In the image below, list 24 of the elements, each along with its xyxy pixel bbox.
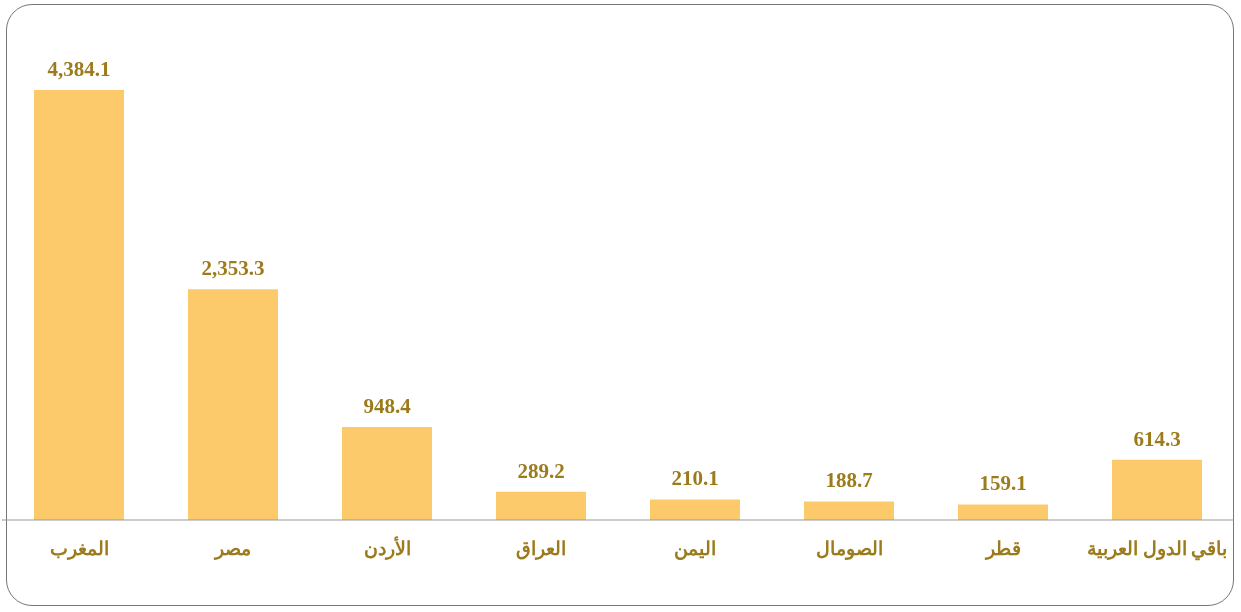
x-tick-label: اليمن [674, 538, 716, 561]
x-tick-label: مصر [213, 538, 251, 561]
data-label: 210.1 [671, 466, 719, 491]
data-label: 159.1 [979, 471, 1027, 496]
x-tick-label: الصومال [815, 538, 883, 561]
x-tick-label: قطر [983, 538, 1021, 561]
bar [1112, 459, 1202, 520]
data-label: 948.4 [363, 393, 412, 418]
x-tick-label: الأردن [363, 536, 411, 561]
x-tick-label: المغرب [49, 538, 109, 561]
data-label: 289.2 [517, 458, 565, 483]
bar [650, 499, 740, 520]
data-label: 188.7 [825, 468, 873, 493]
bar [958, 504, 1048, 520]
data-label: 614.3 [1133, 426, 1181, 451]
bar [188, 289, 278, 520]
bar [34, 90, 124, 520]
bar [804, 501, 894, 520]
x-tick-label: باقي الدول العربية [1086, 538, 1228, 562]
bar [342, 426, 432, 520]
x-tick-label: العراق [516, 538, 566, 561]
data-label: 4,384.1 [47, 57, 111, 81]
data-label: 2,353.3 [201, 256, 265, 281]
bar [496, 491, 586, 520]
